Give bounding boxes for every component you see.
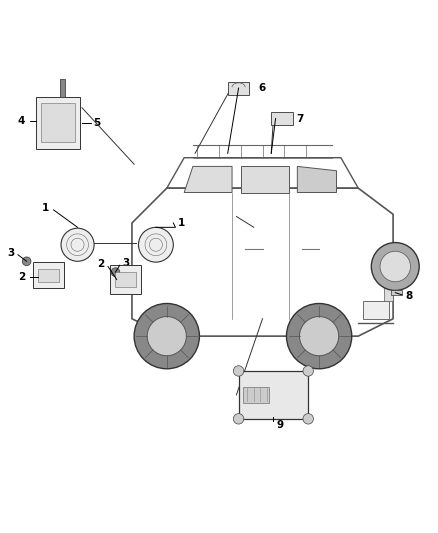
Circle shape [233,414,244,424]
Circle shape [134,303,199,369]
Bar [391,289,402,295]
Circle shape [233,366,244,376]
Circle shape [303,414,314,424]
Text: 5: 5 [93,118,100,128]
Bar [239,371,308,419]
Bar [38,269,59,282]
Circle shape [371,243,419,290]
Text: 4: 4 [18,116,25,126]
Circle shape [380,251,410,282]
Text: 9: 9 [276,421,283,430]
Bar [41,103,75,142]
Polygon shape [184,166,232,192]
Bar [271,112,293,125]
Bar [385,266,393,301]
Text: 7: 7 [297,114,304,124]
Bar [36,97,80,149]
Circle shape [303,366,314,376]
Circle shape [138,228,173,262]
Bar [115,272,136,287]
Text: 2: 2 [97,260,105,269]
Bar [363,301,389,319]
Text: 1: 1 [42,203,49,213]
Circle shape [286,303,352,369]
Circle shape [61,228,94,261]
Text: 3: 3 [122,258,130,268]
Text: 2: 2 [18,272,25,282]
Circle shape [111,268,120,277]
Circle shape [300,317,339,356]
Bar [243,387,269,403]
Text: 3: 3 [7,248,14,259]
Circle shape [22,257,31,265]
Polygon shape [241,166,289,192]
Bar [228,82,250,94]
Text: 1: 1 [178,218,185,228]
Circle shape [147,317,186,356]
Bar [110,265,141,294]
Bar [60,79,65,97]
Polygon shape [297,166,336,192]
Text: 6: 6 [258,83,265,93]
Text: 8: 8 [405,291,413,301]
Bar [33,262,64,288]
